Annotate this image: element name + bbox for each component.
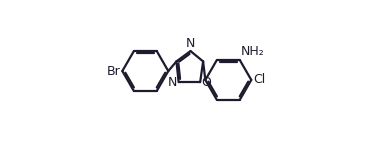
Text: N: N [168, 76, 177, 89]
Text: Cl: Cl [253, 73, 265, 86]
Text: O: O [202, 76, 212, 89]
Text: N: N [186, 37, 195, 50]
Text: NH₂: NH₂ [240, 45, 264, 58]
Text: Br: Br [107, 65, 121, 78]
